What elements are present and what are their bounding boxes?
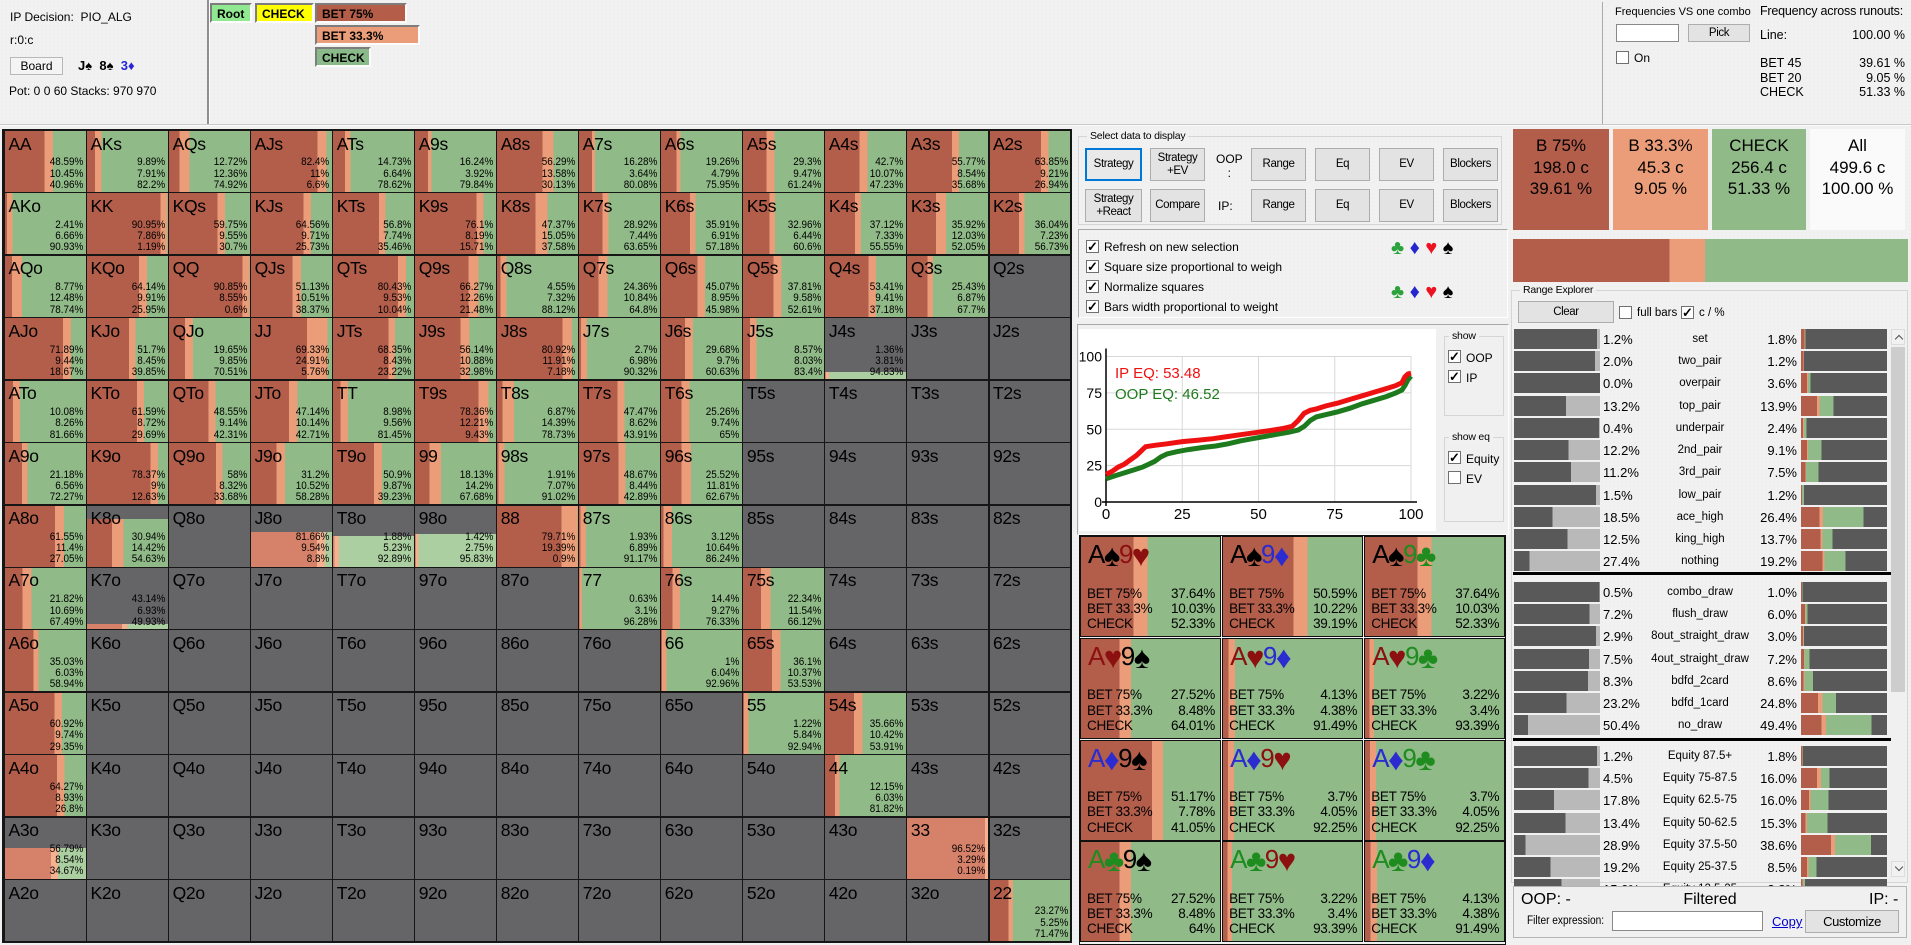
svg-text:75: 75 [1086, 385, 1102, 401]
svg-text:25: 25 [1086, 458, 1102, 474]
svg-text:50: 50 [1086, 421, 1102, 437]
svg-text:75: 75 [1326, 506, 1343, 523]
svg-text:100: 100 [1079, 349, 1102, 365]
svg-text:IP EQ: 53.48: IP EQ: 53.48 [1115, 365, 1201, 382]
svg-text:25: 25 [1174, 506, 1191, 523]
svg-text:OOP EQ: 46.52: OOP EQ: 46.52 [1115, 386, 1220, 403]
svg-text:0: 0 [1102, 506, 1110, 523]
svg-text:100: 100 [1398, 506, 1423, 523]
svg-text:0: 0 [1094, 494, 1102, 510]
svg-text:50: 50 [1250, 506, 1267, 523]
